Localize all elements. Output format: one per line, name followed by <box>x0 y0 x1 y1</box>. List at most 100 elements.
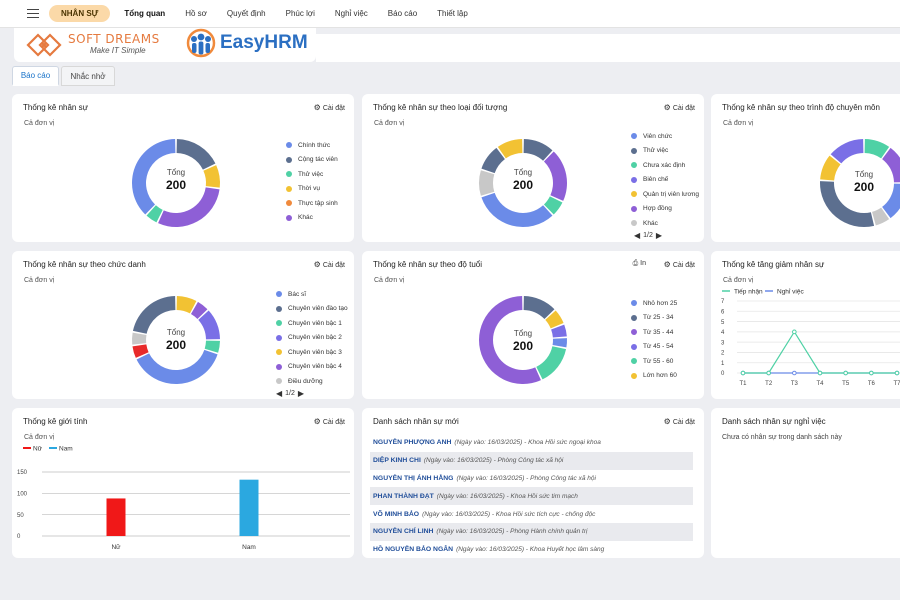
legend-item[interactable]: Chuyên viên bậc 3 <box>276 345 348 360</box>
donut-segment[interactable] <box>190 301 208 320</box>
staff-name[interactable]: VÕ MINH BẢO <box>373 510 420 518</box>
legend-item[interactable]: Từ 45 - 54 <box>631 340 677 355</box>
legend-item[interactable]: Khác <box>286 211 338 226</box>
donut-segment[interactable] <box>830 139 864 164</box>
legend-item[interactable]: Chuyên viên bậc 2 <box>276 331 348 346</box>
legend-item[interactable]: Thử việc <box>631 144 699 159</box>
legend-item[interactable]: Lớn hơn 60 <box>631 369 677 384</box>
settings-button[interactable]: ⚙ Cài đặt <box>664 417 695 426</box>
staff-name[interactable]: NGUYỄN PHƯỢNG ANH <box>373 439 452 447</box>
nav-bao-cao[interactable]: Báo cáo <box>387 9 418 18</box>
data-point[interactable] <box>817 370 823 376</box>
donut-segment[interactable] <box>523 296 555 320</box>
donut-segment[interactable] <box>176 139 216 170</box>
staff-name[interactable]: HỒ NGUYỄN BẢO NGÂN <box>373 546 454 554</box>
legend-item[interactable]: Cộng tác viên <box>286 153 338 168</box>
list-item[interactable]: NGUYỄN PHƯỢNG ANH (Ngày vào: 16/03/2025) … <box>370 434 693 452</box>
data-point[interactable] <box>792 329 797 335</box>
nav-tong-quan[interactable]: Tổng quan <box>124 9 166 18</box>
menu-icon[interactable] <box>27 6 39 21</box>
module-pill[interactable]: NHÂN SỰ <box>49 5 111 22</box>
donut-segment[interactable] <box>479 296 541 384</box>
legend-item[interactable]: Nhỏ hơn 25 <box>631 296 677 311</box>
donut-segment[interactable] <box>543 196 563 215</box>
legend-item[interactable]: Điều dưỡng <box>276 374 348 389</box>
donut-segment[interactable] <box>146 205 163 223</box>
print-button[interactable]: ⎙ In <box>633 260 646 268</box>
data-point[interactable] <box>869 370 874 376</box>
settings-button[interactable]: ⚙ Cài đặt <box>664 103 695 112</box>
list-item[interactable]: DIỆP KINH CHI (Ngày vào: 16/03/2025) - Ph… <box>370 451 693 470</box>
legend-item[interactable]: Chuyên viên bậc 1 <box>276 316 348 331</box>
donut-segment[interactable] <box>551 324 567 338</box>
donut-segment[interactable] <box>536 346 567 380</box>
data-point[interactable] <box>766 370 771 376</box>
nav-quyet-dinh[interactable]: Quyết định <box>226 9 266 18</box>
donut-segment[interactable] <box>864 139 890 159</box>
unit-filter[interactable]: Cả đơn vị <box>24 277 55 284</box>
staff-name[interactable]: NGUYỄN CHÍ LINH <box>373 528 434 536</box>
legend-item[interactable]: Chuyên viên bậc 4 <box>276 360 348 375</box>
donut-segment[interactable] <box>820 155 841 181</box>
donut-segment[interactable] <box>543 151 567 201</box>
legend-item[interactable]: Thời vụ <box>286 182 338 197</box>
tab-bao-cao[interactable]: Báo cáo <box>12 66 59 86</box>
data-point[interactable] <box>792 370 797 376</box>
donut-segment[interactable] <box>820 181 875 227</box>
donut-segment[interactable] <box>136 349 218 384</box>
staff-name[interactable]: DIỆP KINH CHI <box>373 457 421 465</box>
donut-segment[interactable] <box>872 207 890 226</box>
staff-name[interactable]: NGUYỄN THỊ ÁNH HẰNG <box>373 474 454 482</box>
unit-filter[interactable]: Cả đơn vị <box>374 120 405 127</box>
donut-segment[interactable] <box>552 338 567 348</box>
donut-segment[interactable] <box>882 183 900 219</box>
donut-segment[interactable] <box>523 139 553 161</box>
donut-segment[interactable] <box>882 147 900 183</box>
donut-segment[interactable] <box>198 310 220 340</box>
donut-segment[interactable] <box>132 296 176 334</box>
legend-item[interactable]: Bác sĩ <box>276 287 348 302</box>
donut-segment[interactable] <box>203 165 220 188</box>
donut-segment[interactable] <box>158 187 220 227</box>
settings-button[interactable]: ⚙ Cài đặt <box>314 260 345 269</box>
next-page-icon[interactable]: ▶ <box>655 231 663 240</box>
unit-filter[interactable]: Cả đơn vị <box>723 120 754 127</box>
legend-item[interactable]: Từ 35 - 44 <box>631 325 677 340</box>
unit-filter[interactable]: Cả đơn vị <box>24 434 55 441</box>
list-item[interactable]: HỒ NGUYỄN BẢO NGÂN (Ngày vào: 16/03/2025)… <box>370 541 693 558</box>
legend-item[interactable]: Chưa xác định <box>631 158 699 173</box>
donut-segment[interactable] <box>497 139 523 159</box>
donut-segment[interactable] <box>176 296 197 314</box>
list-item[interactable]: VÕ MINH BẢO (Ngày vào: 16/03/2025) - Khoa… <box>370 505 693 523</box>
tab-nhac-nho[interactable]: Nhắc nhở <box>61 66 115 86</box>
unit-filter[interactable]: Cả đơn vị <box>24 120 55 127</box>
donut-segment[interactable] <box>132 344 149 358</box>
nav-phuc-loi[interactable]: Phúc lợi <box>285 9 315 18</box>
legend-item[interactable]: Hợp đồng <box>631 202 699 217</box>
legend-item[interactable]: Biên chế <box>631 173 699 188</box>
staff-name[interactable]: PHAN THÀNH ĐẠT <box>373 492 434 500</box>
legend-item[interactable]: Khác <box>631 216 699 231</box>
donut-segment[interactable] <box>132 332 147 345</box>
bar-Nữ[interactable] <box>106 498 126 536</box>
donut-segment[interactable] <box>545 310 564 329</box>
unit-filter[interactable]: Cả đơn vị <box>723 277 754 284</box>
legend-item[interactable]: Chính thức <box>286 138 338 153</box>
bar-Nam[interactable] <box>239 479 259 536</box>
donut-segment[interactable] <box>132 139 176 215</box>
legend-item[interactable]: Viên chức <box>631 129 699 144</box>
donut-segment[interactable] <box>481 192 553 227</box>
legend-item[interactable]: Thực tập sinh <box>286 196 338 211</box>
data-point[interactable] <box>894 370 900 376</box>
legend-item[interactable]: Thử việc <box>286 167 338 182</box>
legend-item[interactable]: Chuyên viên đào tạo <box>276 302 348 317</box>
nav-nghi-viec[interactable]: Nghỉ việc <box>334 9 368 18</box>
unit-filter[interactable]: Cả đơn vị <box>374 277 405 284</box>
nav-ho-so[interactable]: Hồ sơ <box>185 9 207 18</box>
settings-button[interactable]: ⚙ Cài đặt <box>314 417 345 426</box>
prev-page-icon[interactable]: ◀ <box>276 389 283 398</box>
donut-segment[interactable] <box>204 340 220 353</box>
list-item[interactable]: PHAN THÀNH ĐẠT (Ngày vào: 16/03/2025) - K… <box>370 487 693 506</box>
settings-button[interactable]: ⚙ Cài đặt <box>664 260 695 269</box>
donut-segment[interactable] <box>479 170 495 196</box>
